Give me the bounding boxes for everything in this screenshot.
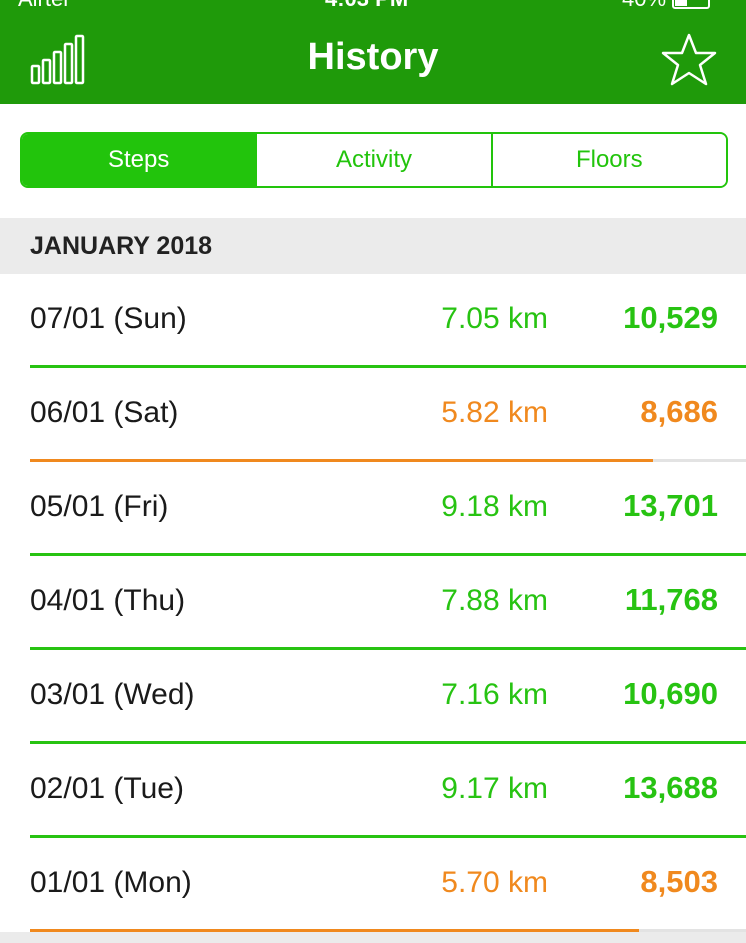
day-date: 04/01 (Thu) <box>30 584 186 617</box>
history-row[interactable]: 01/01 (Mon) 5.70 km 8,503 <box>0 838 746 932</box>
day-steps: 8,503 <box>640 864 718 899</box>
history-row[interactable]: 02/01 (Tue) 9.17 km 13,688 <box>0 744 746 838</box>
history-row[interactable]: 05/01 (Fri) 9.18 km 13,701 <box>0 462 746 556</box>
status-bar: Airtel 4:03 PM 40% <box>0 0 746 10</box>
day-steps: 8,686 <box>640 394 718 429</box>
day-distance: 9.17 km <box>441 772 548 805</box>
day-distance: 9.18 km <box>441 490 548 523</box>
day-steps: 13,688 <box>623 770 718 805</box>
battery-icon <box>672 0 711 10</box>
star-icon[interactable] <box>660 32 718 88</box>
tab-floors[interactable]: Floors <box>490 134 726 186</box>
metric-tabs: Steps Activity Floors <box>20 132 728 188</box>
navigation-bar: Airtel 4:03 PM 40% History <box>0 0 746 104</box>
month-section-header: JANUARY 2018 <box>0 218 746 274</box>
day-distance: 7.16 km <box>441 678 548 711</box>
progress-track <box>30 365 746 368</box>
history-row[interactable]: 07/01 (Sun) 7.05 km 10,529 <box>0 274 746 368</box>
month-title: JANUARY 2018 <box>30 231 213 260</box>
day-distance: 5.70 km <box>441 866 548 899</box>
progress-track <box>30 741 746 744</box>
page-title: History <box>307 36 439 78</box>
bar-chart-icon[interactable] <box>30 32 92 86</box>
tab-activity[interactable]: Activity <box>255 134 491 186</box>
battery-indicator: 40% <box>622 0 711 10</box>
progress-bar <box>30 929 639 932</box>
day-distance: 7.05 km <box>441 302 548 335</box>
day-date: 02/01 (Tue) <box>30 772 184 805</box>
progress-track <box>30 553 746 556</box>
day-steps: 13,701 <box>623 488 718 523</box>
progress-track <box>30 459 746 462</box>
progress-bar <box>30 835 746 838</box>
day-steps: 10,529 <box>623 300 718 335</box>
progress-track <box>30 929 746 932</box>
next-section-header <box>0 932 746 943</box>
day-distance: 5.82 km <box>441 396 548 429</box>
day-date: 01/01 (Mon) <box>30 866 192 899</box>
progress-bar <box>30 741 746 744</box>
carrier-label: Airtel <box>18 0 68 10</box>
tab-steps[interactable]: Steps <box>22 134 256 186</box>
day-steps: 11,768 <box>624 582 718 617</box>
progress-track <box>30 647 746 650</box>
history-row[interactable]: 04/01 (Thu) 7.88 km 11,768 <box>0 556 746 650</box>
battery-percent: 40% <box>622 0 666 10</box>
day-steps: 10,690 <box>623 676 718 711</box>
day-date: 05/01 (Fri) <box>30 490 169 523</box>
clock-label: 4:03 PM <box>325 0 408 10</box>
day-date: 06/01 (Sat) <box>30 396 179 429</box>
history-list: 07/01 (Sun) 7.05 km 10,529 06/01 (Sat) 5.82 … <box>0 274 746 932</box>
history-row[interactable]: 06/01 (Sat) 5.82 km 8,686 <box>0 368 746 462</box>
history-row[interactable]: 03/01 (Wed) 7.16 km 10,690 <box>0 650 746 744</box>
progress-bar <box>30 365 746 368</box>
progress-bar <box>30 459 653 462</box>
day-distance: 7.88 km <box>441 584 548 617</box>
day-date: 07/01 (Sun) <box>30 302 187 335</box>
progress-bar <box>30 553 746 556</box>
progress-bar <box>30 647 746 650</box>
day-date: 03/01 (Wed) <box>30 678 195 711</box>
progress-track <box>30 835 746 838</box>
